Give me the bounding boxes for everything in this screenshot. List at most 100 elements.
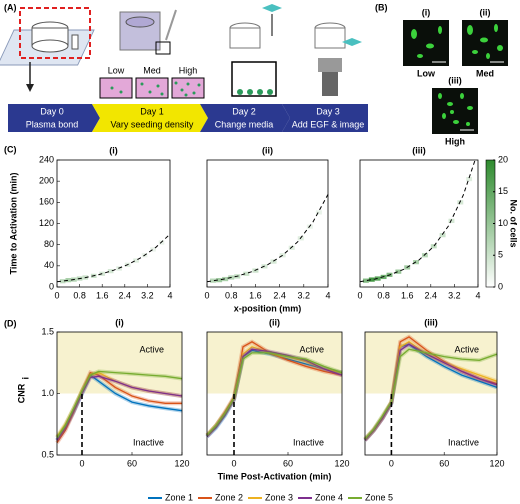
x-tick-label: 60 (283, 458, 293, 468)
x-tick-label: 0.8 (225, 290, 238, 300)
timeline-day: Day 0 (40, 106, 64, 116)
panel-label: (A) (4, 2, 17, 12)
fit-curve (359, 159, 476, 283)
heat-cell (315, 210, 322, 215)
y-tick-label: 80 (44, 239, 54, 249)
active-region (207, 332, 342, 394)
y-tick-label: 200 (39, 176, 54, 186)
subplot-title: (ii) (262, 145, 273, 155)
heat-cell (270, 259, 277, 264)
heat-cell (288, 245, 295, 250)
subplot-title: (i) (115, 317, 124, 327)
x-tick-label: 3.2 (298, 290, 311, 300)
heat-cell (65, 278, 72, 283)
annotation: Inactive (448, 437, 479, 447)
y-tick-label: 0.5 (41, 449, 54, 459)
colorbar-tick-label: 20 (498, 154, 508, 164)
x-tick-label: 0 (54, 290, 59, 300)
annotation: Active (454, 344, 479, 354)
annotation: Inactive (293, 437, 324, 447)
device-sketch (0, 4, 362, 99)
colorbar-label: No. of cells (509, 199, 519, 247)
x-tick-label: 0 (357, 290, 362, 300)
x-tick-label: 4 (325, 290, 330, 300)
subplot-title: (iii) (424, 317, 438, 327)
plot-frame (359, 159, 479, 288)
series-line (56, 375, 183, 441)
y-tick-label: 160 (39, 197, 54, 207)
series-line (206, 352, 343, 436)
annotation: Inactive (133, 437, 164, 447)
subplot-title: (i) (109, 145, 118, 155)
y-tick-label: 120 (39, 218, 54, 228)
y-axis-label: Time to Activation (min) (8, 172, 18, 274)
timeline-step: Vary seeding density (111, 119, 194, 129)
timeline (8, 104, 368, 132)
panel-label: (B) (375, 2, 388, 12)
heat-cell (466, 176, 473, 182)
legend-label: Zone 2 (215, 492, 243, 502)
density-label: High (179, 65, 198, 75)
y-tick-label: 240 (39, 154, 54, 164)
plot-frame (206, 331, 343, 456)
x-tick-label: 0 (79, 458, 84, 468)
heat-cell (222, 276, 229, 282)
x-tick-label: 2.4 (273, 290, 286, 300)
timeline-step: Add EGF & image (292, 119, 365, 129)
plot-frame (56, 159, 171, 288)
y-tick-label: 40 (44, 260, 54, 270)
series-line (364, 348, 498, 440)
annotation: Active (299, 344, 324, 354)
x-tick-label: 120 (489, 458, 504, 468)
image-level: Low (417, 68, 436, 78)
plot-frame (206, 159, 329, 288)
fit-curve (206, 194, 329, 283)
panel-label: (C) (4, 144, 17, 154)
timeline-day: Day 3 (316, 106, 340, 116)
x-tick-label: 120 (174, 458, 189, 468)
x-tick-label: 0 (389, 458, 394, 468)
y-tick-label: 1.0 (41, 388, 54, 398)
series-line (206, 348, 343, 438)
timeline-step: Plasma bond (26, 119, 79, 129)
x-tick-label: 0 (204, 290, 209, 300)
annotation: Active (139, 344, 164, 354)
y-axis-label: CNR i (16, 377, 30, 403)
micrographs (403, 20, 508, 134)
x-tick-label: 2.4 (425, 290, 438, 300)
active-region (365, 332, 497, 394)
heat-cell (107, 269, 114, 274)
x-tick-label: 0.8 (377, 290, 390, 300)
heat-cell (279, 253, 286, 258)
x-tick-label: 3.2 (141, 290, 154, 300)
x-tick-label: 60 (439, 458, 449, 468)
heat-cell (133, 258, 139, 263)
x-tick-label: 3.2 (448, 290, 461, 300)
x-tick-label: 120 (334, 458, 349, 468)
colorbar-tick-label: 5 (498, 250, 503, 260)
heat-cell (430, 244, 437, 249)
series-line (364, 343, 498, 441)
y-tick-label: 0 (49, 281, 54, 291)
heat-cell (362, 278, 369, 283)
x-axis-label: x-position (mm) (234, 303, 302, 313)
series-line (56, 370, 183, 439)
colorbar-tick-label: 15 (498, 186, 508, 196)
timeline-day: Day 1 (140, 106, 164, 116)
heat-cell (439, 233, 446, 238)
x-tick-label: 1.6 (249, 290, 262, 300)
fit-curve (56, 233, 171, 283)
y-tick-label: 1.5 (41, 326, 54, 336)
subplot-title: (iii) (412, 145, 426, 155)
colorbar-tick-label: 10 (498, 218, 508, 228)
colorbar-tick-label: 0 (498, 281, 503, 291)
x-tick-label: 1.6 (401, 290, 414, 300)
heat-cell (216, 278, 223, 283)
legend-label: Zone 5 (365, 492, 393, 502)
x-tick-label: 4 (167, 290, 172, 300)
y-axis-label-sub: i (20, 377, 30, 380)
plot-frame (364, 331, 498, 456)
timeline-day: Day 2 (232, 106, 256, 116)
y-axis-label-main: CNR (16, 383, 26, 403)
